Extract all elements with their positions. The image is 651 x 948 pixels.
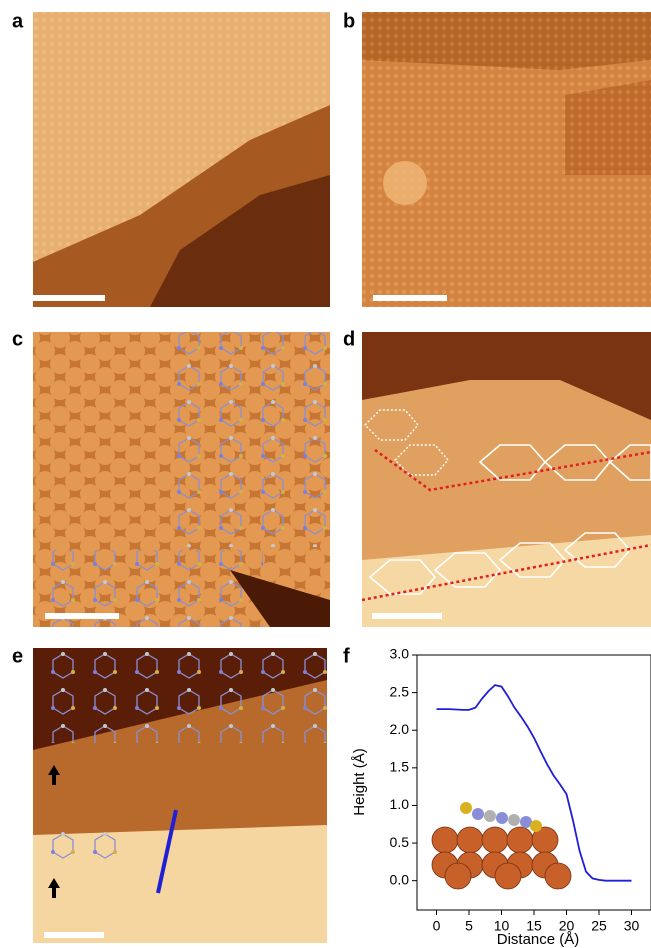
panel-label: a — [12, 10, 24, 32]
y-tick-label: 2.0 — [390, 721, 410, 737]
panel-d-image — [362, 332, 651, 627]
panel-a-image — [33, 12, 330, 307]
x-tick-label: 0 — [433, 918, 441, 934]
x-tick-label: 15 — [526, 918, 542, 934]
y-tick-label: 0.5 — [390, 834, 410, 850]
x-tick-label: 5 — [465, 918, 473, 934]
y-tick-label: 2.5 — [390, 683, 410, 699]
figure: Distance (Å) Height (Å) abcdef0.00.51.01… — [0, 0, 651, 948]
y-tick-label: 1.5 — [390, 759, 410, 775]
x-tick-label: 10 — [494, 918, 510, 934]
panel-label: b — [343, 10, 355, 32]
panel-label: d — [343, 328, 355, 350]
panel-b-image — [362, 12, 651, 307]
panel-label: e — [12, 645, 23, 667]
y-tick-label: 0.0 — [390, 871, 410, 887]
y-axis-label: Height (Å) — [351, 748, 368, 816]
y-tick-label: 3.0 — [390, 646, 410, 662]
x-tick-label: 30 — [624, 918, 640, 934]
panel-label: c — [12, 328, 23, 350]
x-tick-label: 25 — [591, 918, 607, 934]
inset-model — [430, 795, 571, 889]
y-tick-label: 1.0 — [390, 796, 410, 812]
panel-label: f — [343, 645, 350, 667]
panel-c-image — [33, 332, 330, 627]
x-tick-label: 20 — [559, 918, 575, 934]
panel-e-image — [33, 648, 327, 943]
